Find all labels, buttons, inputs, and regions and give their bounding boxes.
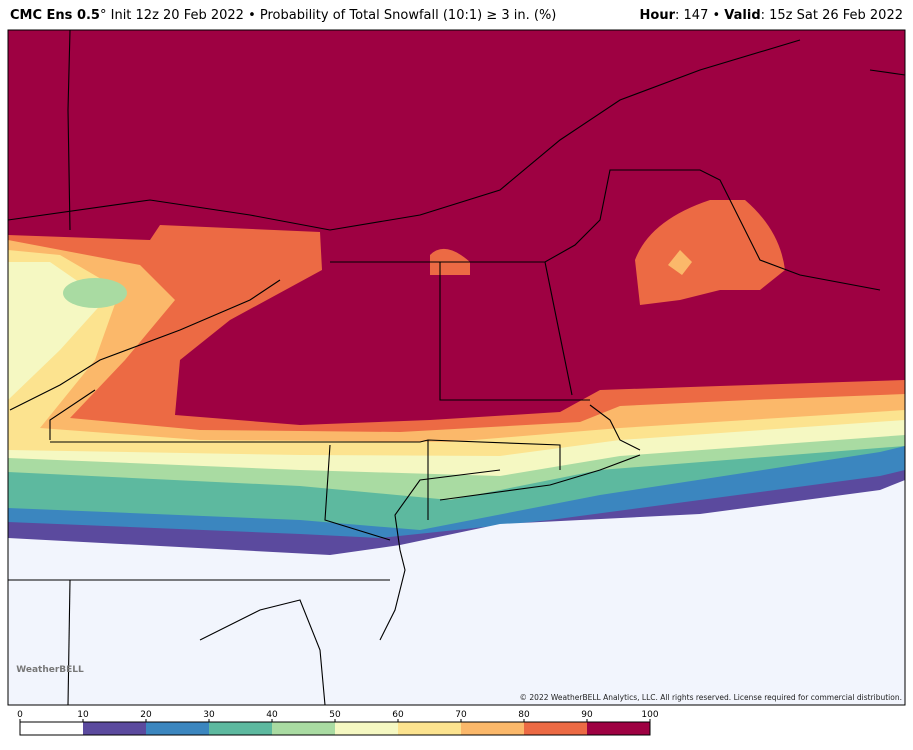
colorbar-segment <box>272 722 335 735</box>
colorbar-tick-label: 70 <box>455 710 467 720</box>
colorbar-segment <box>209 722 272 735</box>
colorbar-segment <box>461 722 524 735</box>
colorbar-tick-label: 80 <box>518 710 530 720</box>
header-left: CMC Ens 0.5° Init 12z 20 Feb 2022 • Prob… <box>10 8 556 28</box>
colorbar-segment <box>146 722 209 735</box>
copyright: © 2022 WeatherBELL Analytics, LLC. All r… <box>520 693 902 702</box>
colorbar-tick-label: 90 <box>581 710 593 720</box>
colorbar-tick-label: 50 <box>329 710 341 720</box>
colorbar-tick-label: 10 <box>77 710 89 720</box>
field-40-pocket <box>63 278 127 308</box>
logo: WeatherBELL <box>16 665 84 675</box>
header: CMC Ens 0.5° Init 12z 20 Feb 2022 • Prob… <box>10 8 903 28</box>
map-frame <box>7 29 906 706</box>
field-70-maine <box>668 250 692 275</box>
colorbar-segment <box>83 722 146 735</box>
valid-label: Valid <box>724 8 761 23</box>
colorbar-segment <box>20 722 83 735</box>
colorbar-tick-label: 40 <box>266 710 278 720</box>
hour-label: Hour <box>639 8 676 23</box>
colorbar-tick-label: 30 <box>203 710 215 720</box>
field-80-maine <box>635 200 785 305</box>
description: ° Init 12z 20 Feb 2022 • Probability of … <box>99 8 557 23</box>
colorbar-segment <box>587 722 650 735</box>
colorbar-segment <box>524 722 587 735</box>
field-0 <box>8 480 905 705</box>
hour-value: : 147 • <box>675 8 725 23</box>
colorbar-segment <box>335 722 398 735</box>
model: CMC Ens 0.5 <box>10 8 100 23</box>
colorbar-tick-label: 20 <box>140 710 152 720</box>
header-right: Hour: 147 • Valid: 15z Sat 26 Feb 2022 <box>640 8 903 28</box>
colorbar-tick-label: 0 <box>17 710 23 720</box>
colorbar-tick-label: 100 <box>641 710 658 720</box>
colorbar-tick-label: 60 <box>392 710 404 720</box>
probability-field <box>8 30 905 705</box>
colorbar-segment <box>398 722 461 735</box>
valid-value: : 15z Sat 26 Feb 2022 <box>760 8 903 23</box>
borders <box>8 30 905 705</box>
colorbar: 0 10 20 30 40 50 60 70 80 90 100 <box>17 710 659 736</box>
